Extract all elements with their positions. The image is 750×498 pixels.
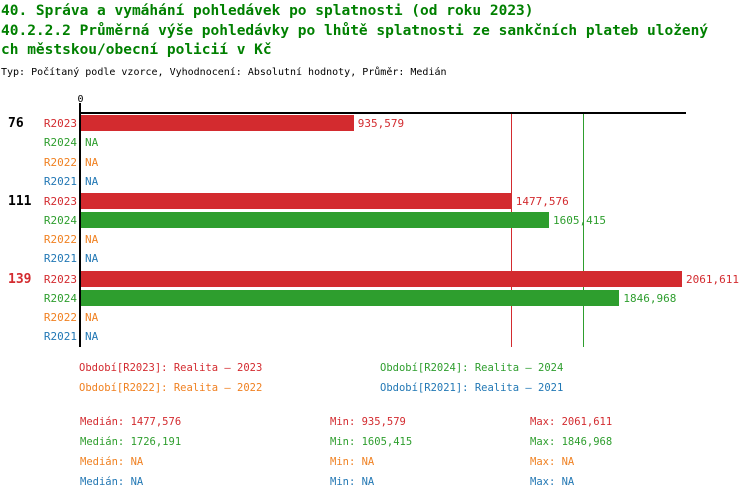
na-label: NA	[85, 233, 99, 247]
report-title-line-1: 40. Správa a vymáhání pohledávek po spla…	[1, 3, 534, 19]
series-label-r2024: R2024	[43, 136, 77, 150]
stat-median-r2022: Medián: NA	[80, 456, 144, 468]
stat-min-r2024: Min: 1605,415	[330, 436, 413, 448]
report-meta-line: Typ: Počítaný podle vzorce, Vyhodnocení:…	[1, 66, 447, 78]
na-label: NA	[85, 252, 99, 266]
group-label-76: 76	[8, 116, 24, 131]
bar-value-label: 1846,968	[623, 291, 677, 305]
series-label-r2023: R2023	[43, 272, 77, 286]
stat-max-r2023: Max: 2061,611	[530, 416, 613, 428]
x-axis-top-line	[80, 112, 686, 114]
stat-min-r2023: Min: 935,579	[330, 416, 406, 428]
stat-median-r2021: Medián: NA	[80, 476, 144, 488]
report-title-line-3: ch městskou/obecní policií v Kč	[1, 42, 272, 58]
series-label-r2021: R2021	[43, 252, 77, 266]
stat-min-r2022: Min: NA	[330, 456, 375, 468]
stat-max-r2021: Max: NA	[530, 476, 575, 488]
series-label-r2024: R2024	[43, 213, 77, 227]
grouped-bar-chart: 0 76 R2023 935,579 R2024 NA R2022 NA R2021 NA 111…	[8, 94, 739, 347]
median-line-r2023	[510, 113, 512, 347]
y-axis-line	[79, 103, 81, 347]
series-label-r2021: R2021	[43, 174, 77, 188]
legend-item-r2021: Období[R2021]: Realita – 2021	[380, 382, 564, 394]
series-label-r2022: R2022	[43, 233, 77, 247]
bar-value-label: 2061,611	[686, 272, 739, 286]
na-label: NA	[85, 155, 99, 169]
series-label-r2023: R2023	[43, 194, 77, 208]
legend-item-r2024: Období[R2024]: Realita – 2024	[380, 362, 564, 374]
stat-min-r2021: Min: NA	[330, 476, 375, 488]
bar-111-r2024	[81, 212, 549, 228]
na-label: NA	[85, 136, 99, 150]
series-label-r2024: R2024	[43, 291, 77, 305]
bar-value-label: 1605,415	[553, 213, 606, 227]
bar-value-label: 1477,576	[515, 194, 569, 208]
bar-76-r2023	[81, 115, 354, 132]
legend-item-r2023: Období[R2023]: Realita – 2023	[79, 362, 263, 374]
stat-max-r2022: Max: NA	[530, 456, 575, 468]
series-label-r2022: R2022	[43, 311, 77, 325]
series-label-r2023: R2023	[43, 117, 77, 130]
legend-item-r2022: Období[R2022]: Realita – 2022	[79, 382, 263, 394]
bar-139-r2024	[81, 290, 620, 306]
group-label-139: 139	[8, 271, 32, 287]
series-label-r2022: R2022	[43, 155, 77, 169]
bar-139-r2023	[81, 270, 682, 287]
bar-111-r2023	[81, 192, 512, 209]
stat-median-r2024: Medián: 1726,191	[80, 436, 182, 448]
stat-max-r2024: Max: 1846,968	[530, 436, 613, 448]
report-title-line-2: 40.2.2.2 Průměrná výše pohledávky po lhů…	[1, 22, 709, 39]
median-line-r2024	[583, 113, 585, 347]
x-axis-zero-tick-label: 0	[77, 94, 84, 105]
na-label: NA	[85, 311, 99, 325]
bar-value-label: 935,579	[357, 117, 405, 130]
report-header: 40. Správa a vymáhání pohledávek po spla…	[1, 2, 708, 79]
na-label: NA	[85, 330, 99, 344]
na-label: NA	[85, 174, 99, 188]
series-label-r2021: R2021	[43, 330, 77, 344]
group-label-111: 111	[8, 193, 32, 209]
stat-median-r2023: Medián: 1477,576	[80, 416, 182, 428]
